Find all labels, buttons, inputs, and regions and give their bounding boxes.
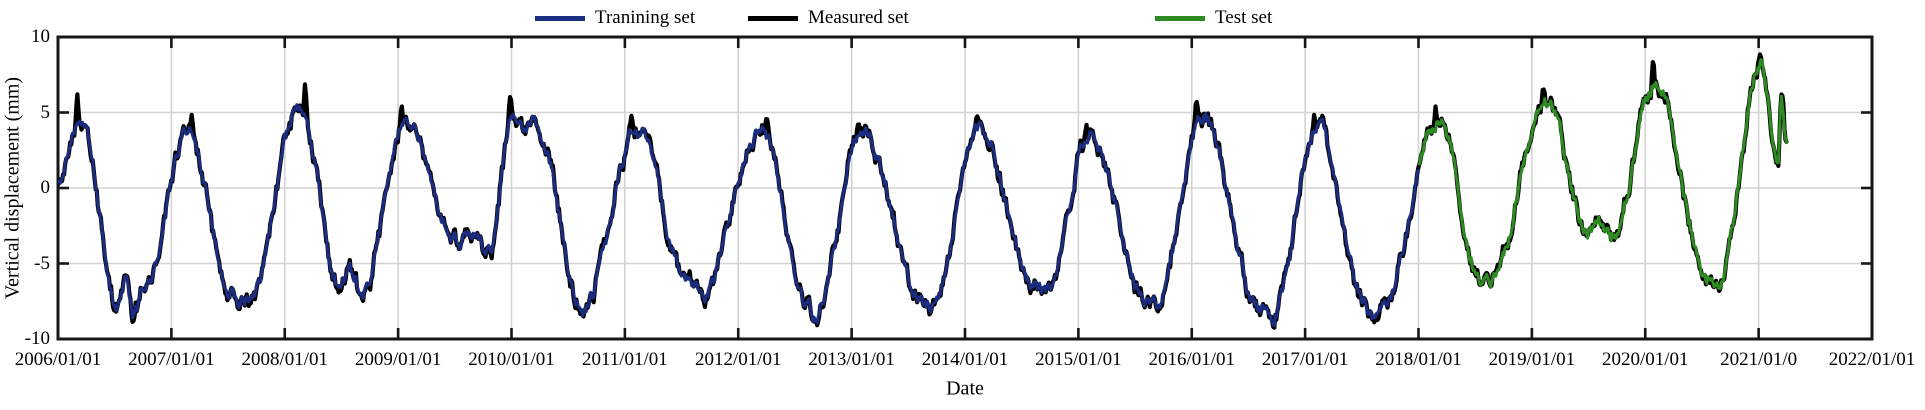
x-axis-title: Date [946,377,984,400]
x-tick-label: 2018/01/01 [1375,349,1462,370]
y-tick-label: 0 [40,177,51,198]
x-tick-label: 2016/01/01 [1148,349,1236,370]
legend-label-measured: Measured set [808,7,909,28]
x-tick-label: 2009/01/01 [354,349,442,370]
x-tick-label: 2013/01/01 [808,349,895,370]
x-tick-label: 2011/01/01 [581,349,668,370]
x-tick-label: 2021/01/0 [1720,349,1798,370]
measured-line-swatch [748,15,798,21]
legend-label-training: Tranining set [595,7,696,28]
x-tick-label: 2010/01/01 [468,349,555,370]
legend-item-measured: Measured set [748,5,909,31]
training-line-swatch [535,15,585,21]
legend-item-test: Test set [1155,5,1272,31]
x-tick-label: 2022/01/01 [1828,349,1916,370]
x-tick-label: 2017/01/01 [1261,349,1349,370]
x-tick-label: 2014/01/01 [921,349,1009,370]
y-axis-title: Vertical displacement (mm) [1,76,24,300]
y-tick-label: -5 [34,252,50,274]
x-tick-label: 2006/01/01 [14,349,102,370]
y-tick-label: 10 [31,26,50,47]
x-tick-label: 2020/01/01 [1601,349,1689,370]
x-tick-label: 2007/01/01 [128,349,215,370]
x-tick-label: 2012/01/01 [694,349,782,370]
legend-item-training: Tranining set [535,5,695,31]
x-tick-label: 2015/01/01 [1035,349,1122,370]
y-tick-label: -10 [24,328,50,349]
x-tick-label: 2008/01/01 [241,349,329,370]
x-tick-label: 2019/01/01 [1488,349,1576,370]
y-tick-label: 5 [40,101,51,123]
legend-label-test: Test set [1215,7,1273,28]
test-line-swatch [1155,15,1205,21]
